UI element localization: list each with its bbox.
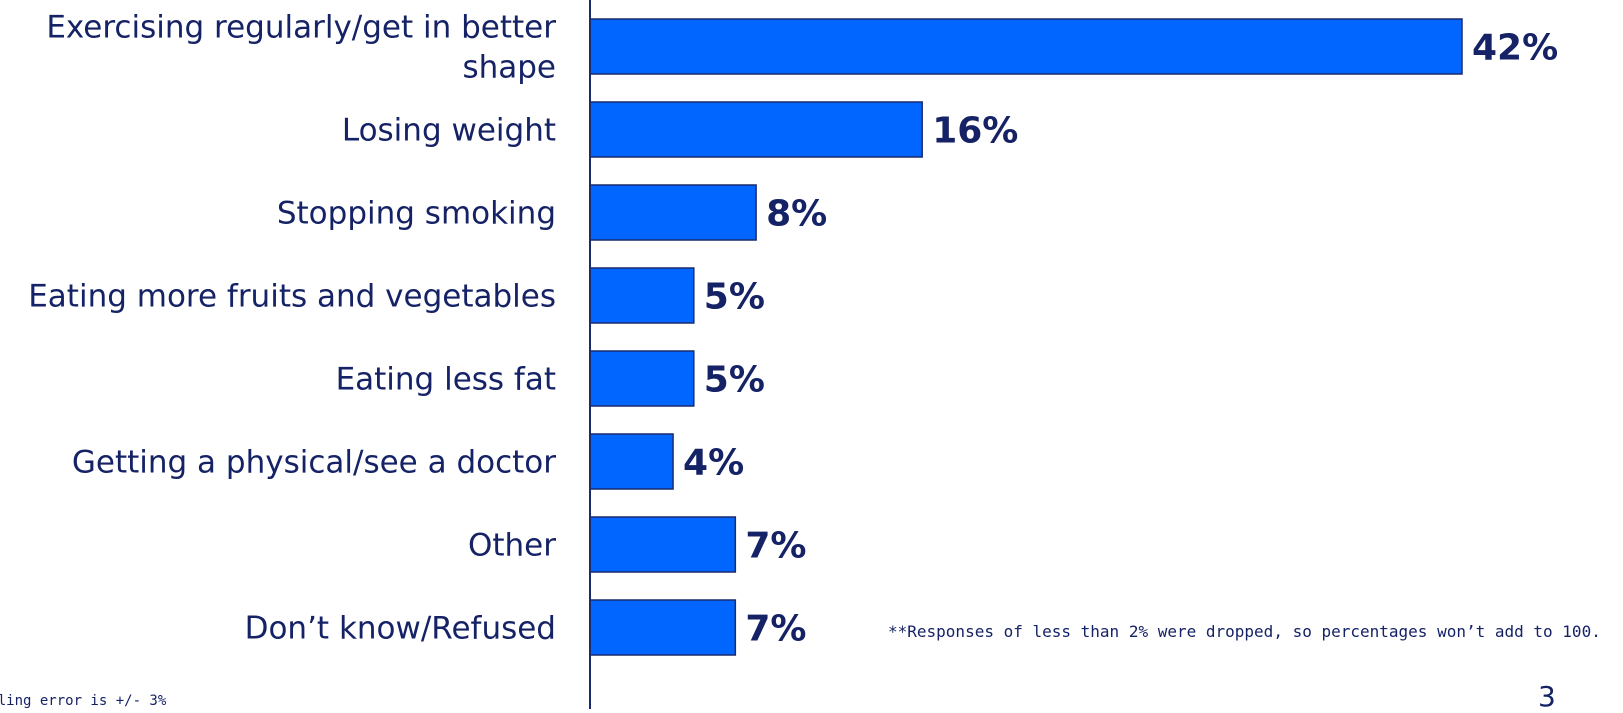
category-label: Exercising regularly/get in better <box>46 10 556 46</box>
category-label: Eating less fat <box>336 362 556 398</box>
category-label: Eating more fruits and vegetables <box>28 279 556 315</box>
bar-value-label: 5% <box>704 277 765 318</box>
category-label: shape <box>462 50 556 86</box>
bar-value-label: 7% <box>745 609 806 650</box>
category-label: Stopping smoking <box>277 196 556 232</box>
bar <box>589 433 674 490</box>
footnote: **Responses of less than 2% were dropped… <box>888 622 1601 641</box>
bar <box>589 350 695 407</box>
bar <box>589 18 1463 75</box>
bar <box>589 101 923 158</box>
bar-value-label: 7% <box>745 526 806 567</box>
bar <box>589 267 695 324</box>
sampling-error-note: Sampling error is +/- 3% <box>0 693 167 709</box>
bar-value-label: 5% <box>704 360 765 401</box>
category-label: Getting a physical/see a doctor <box>72 445 556 481</box>
category-label: Other <box>468 528 556 564</box>
page-number: 3 <box>1538 680 1556 713</box>
bar-value-label: 4% <box>683 443 744 484</box>
bars-layer <box>589 18 1463 656</box>
bar <box>589 516 737 573</box>
category-label: Don’t know/Refused <box>245 611 556 647</box>
bar-value-label: 8% <box>766 194 827 235</box>
bar-value-label: 42% <box>1472 28 1558 69</box>
value-labels: 42% 16% 8% 5% 5% 4% 7% 7% <box>683 28 1558 650</box>
category-labels: Exercising regularly/get in better shape L… <box>28 10 556 647</box>
bar-value-label: 16% <box>932 111 1018 152</box>
bar <box>589 184 757 241</box>
category-label: Losing weight <box>342 113 556 149</box>
bar <box>589 599 737 656</box>
